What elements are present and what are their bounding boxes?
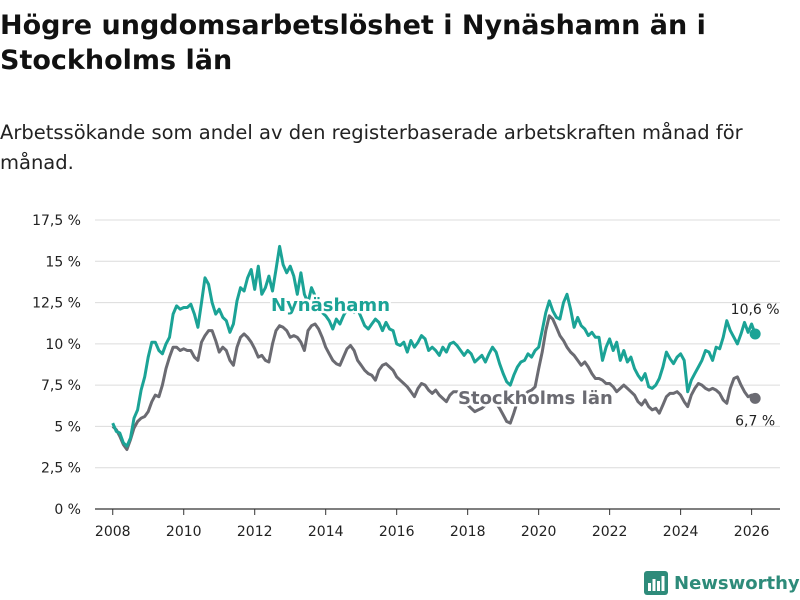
end-value-label-stockholms-lan: 6,7 % [735, 413, 775, 429]
series-label-nynashamn: Nynäshamn [271, 295, 390, 316]
x-tick-label: 2012 [237, 524, 273, 540]
y-axis: 0 % 2,5 % 5 % 7,5 % 10 % 12,5 % 15 % 17,5 % [32, 213, 81, 518]
series-labels: Nynäshamn Stockholms län 10,6 % 6,7 % [269, 293, 780, 430]
x-axis: 2008 2010 2012 2014 2016 2018 2020 2022 2024 2026 [95, 509, 770, 540]
series-end-dot [749, 392, 761, 404]
x-tick-label: 2026 [734, 524, 770, 540]
chart-title: Högre ungdomsarbetslöshet i Nynäshamn än… [0, 10, 706, 76]
gridlines [95, 219, 780, 510]
y-tick-label: 7,5 % [41, 378, 81, 394]
y-tick-label: 17,5 % [32, 213, 81, 229]
newsworthy-bars-icon [644, 571, 668, 595]
x-tick-label: 2016 [379, 524, 415, 540]
series-line-stockholms-lan [111, 314, 757, 451]
y-tick-label: 12,5 % [32, 296, 81, 312]
x-tick-label: 2024 [663, 524, 699, 540]
x-tick-label: 2022 [592, 524, 628, 540]
y-tick-label: 2,5 % [41, 461, 81, 477]
newsworthy-logo: Newsworthy [644, 569, 800, 597]
end-value-label-nynashamn: 10,6 % [731, 302, 780, 318]
series-label-stockholms-lan: Stockholms län [458, 388, 613, 409]
x-tick-label: 2010 [166, 524, 202, 540]
x-tick-label: 2020 [521, 524, 557, 540]
chart-subtitle: Arbetssökande som andel av den registerb… [0, 121, 743, 174]
series-end-dot [749, 328, 761, 340]
brand-name: Newsworthy [674, 572, 800, 594]
y-tick-label: 0 % [54, 502, 81, 518]
x-tick-label: 2018 [450, 524, 486, 540]
series-line-nynashamn [111, 244, 757, 448]
y-tick-label: 5 % [54, 419, 81, 435]
x-tick-label: 2014 [308, 524, 344, 540]
y-tick-label: 15 % [45, 254, 81, 270]
series-lines [111, 244, 761, 451]
y-tick-label: 10 % [45, 337, 81, 353]
x-tick-label: 2008 [95, 524, 131, 540]
